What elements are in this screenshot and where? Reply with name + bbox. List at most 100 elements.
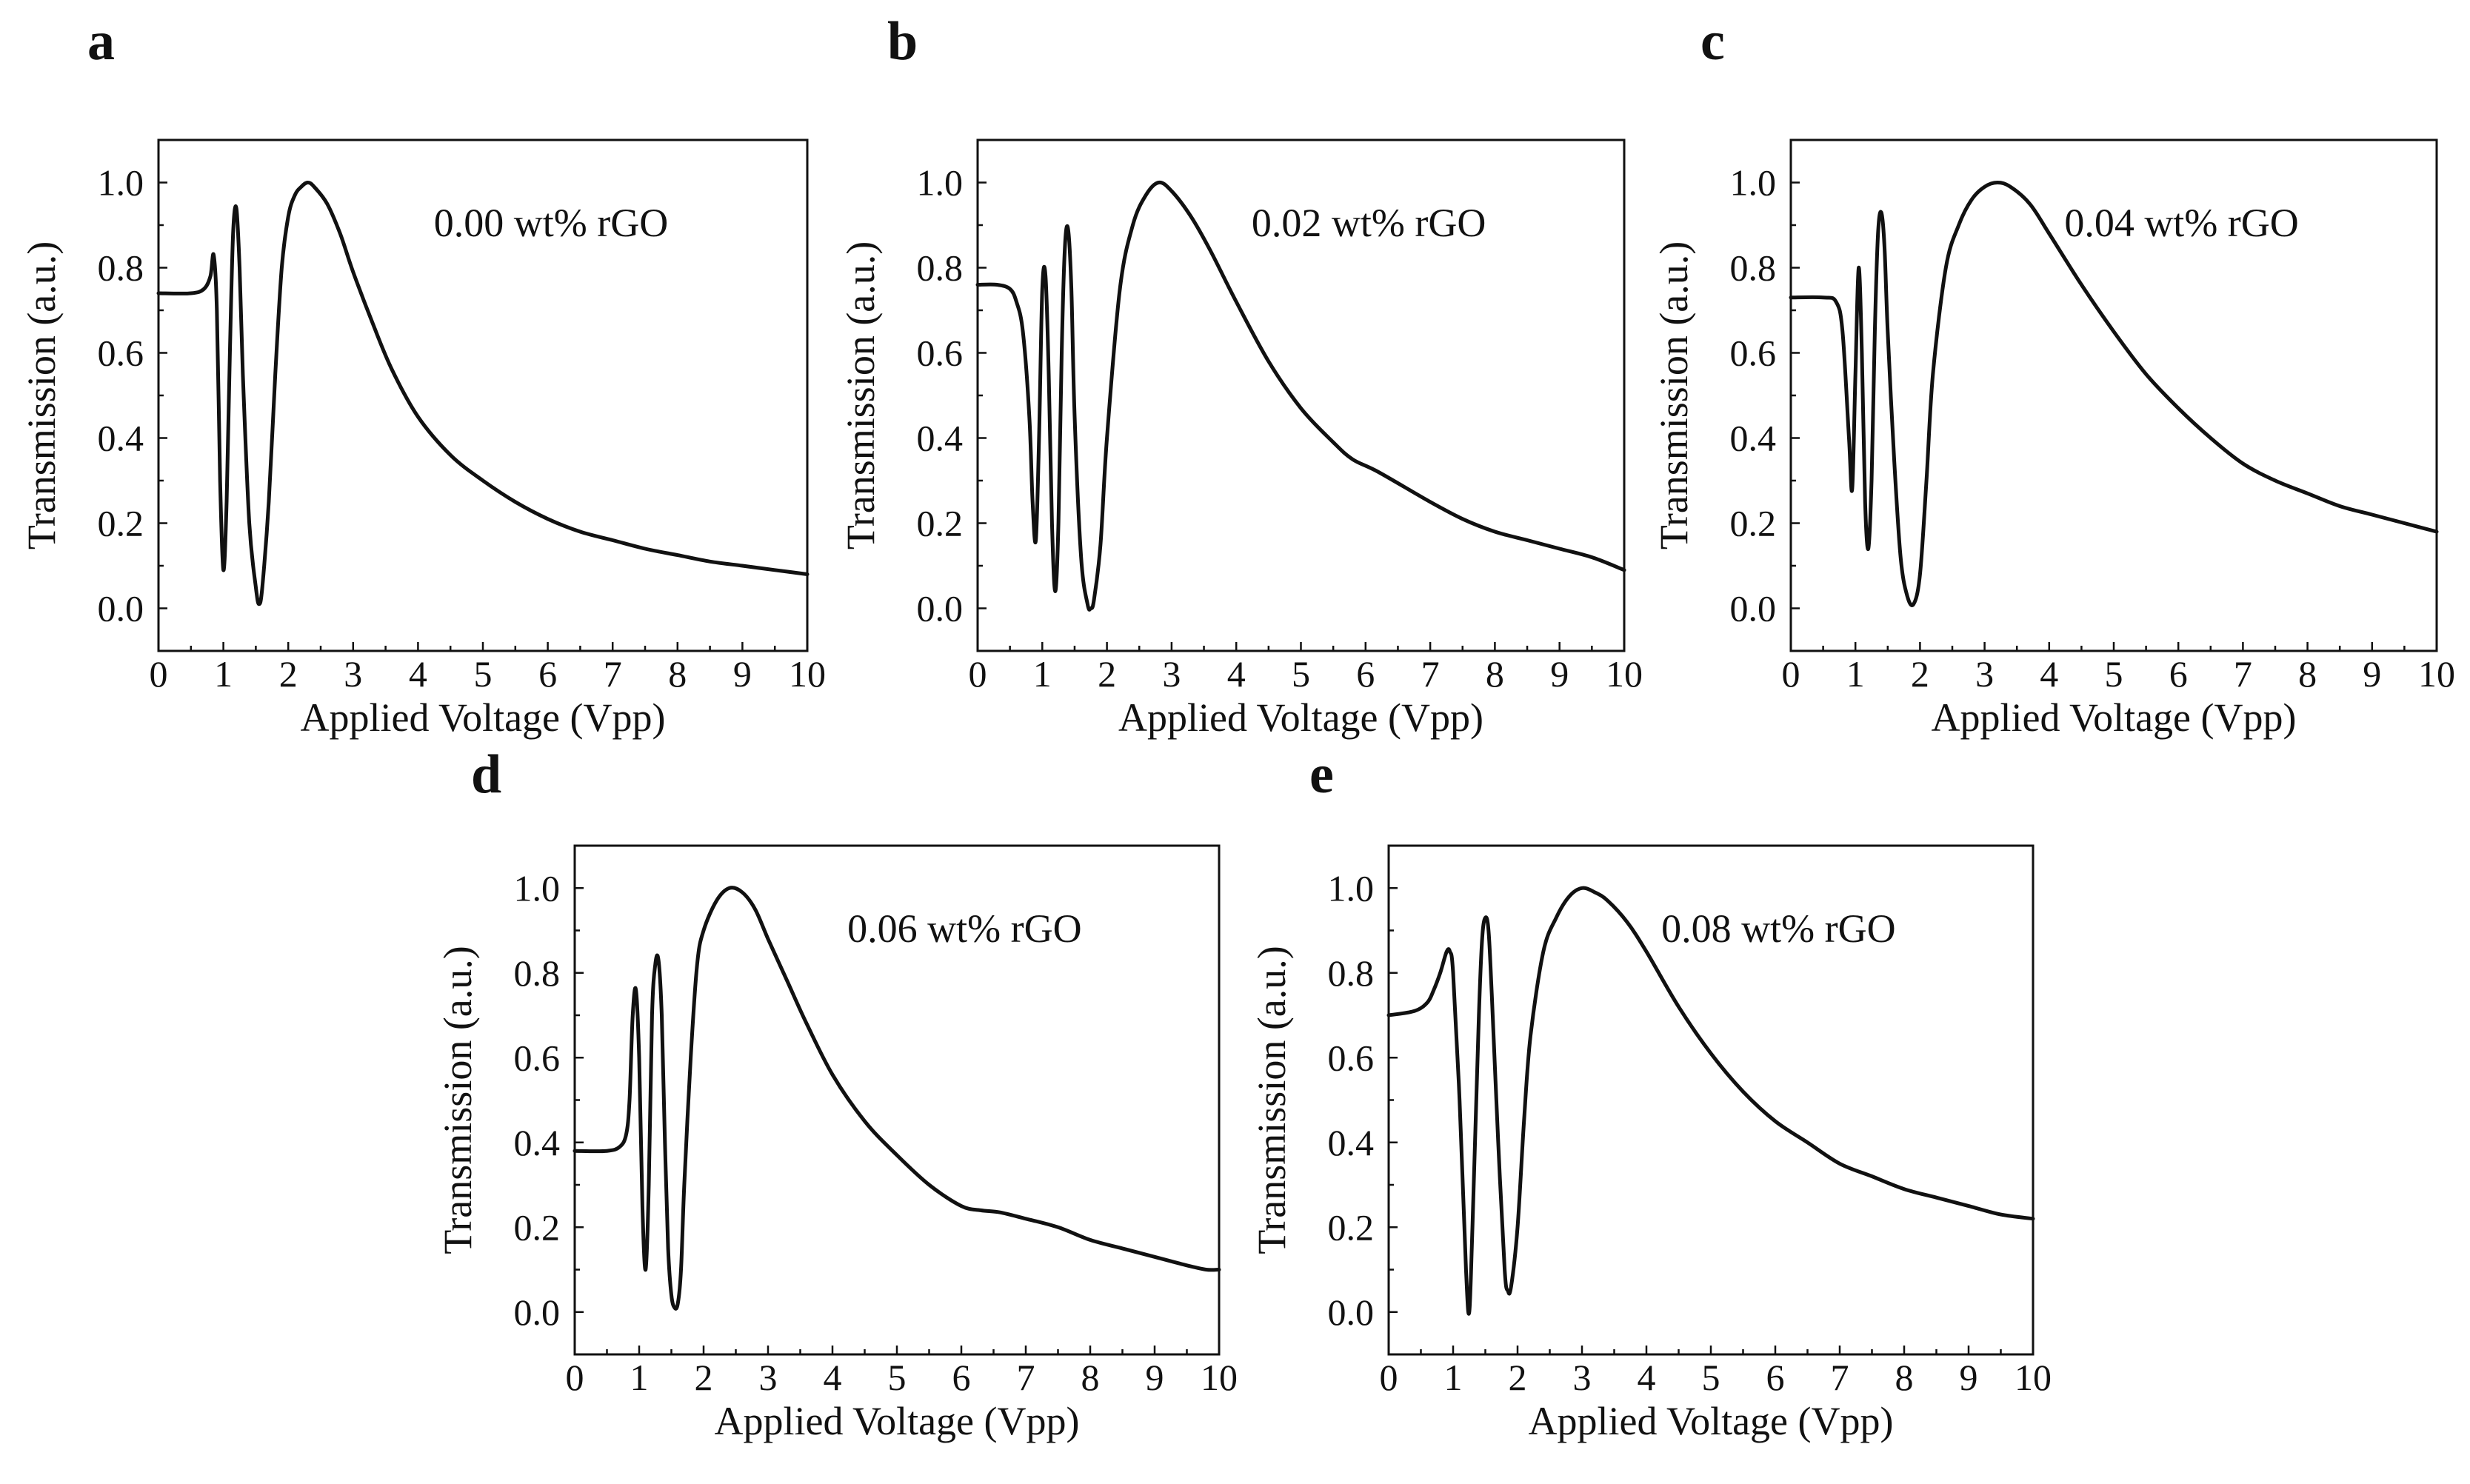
x-axis-title-b: Applied Voltage (Vpp) [1118, 695, 1483, 740]
y-tick-label-b: 1.0 [917, 162, 964, 204]
y-tick-label-c: 0.8 [1730, 247, 1777, 289]
y-tick-label-b: 0.4 [917, 418, 964, 459]
panel-letter-d: d [471, 744, 501, 805]
y-tick-label-a: 0.6 [98, 332, 144, 374]
y-tick-label-d: 0.6 [514, 1037, 561, 1078]
x-tick-label-a: 7 [604, 653, 622, 695]
x-tick-label-c: 7 [2234, 653, 2252, 695]
y-tick-label-a: 0.4 [98, 418, 144, 459]
x-tick-label-a: 4 [409, 653, 427, 695]
panel-letter-c: c [1700, 11, 1725, 72]
y-tick-label-e: 0.4 [1328, 1122, 1375, 1163]
x-tick-label-d: 0 [566, 1357, 584, 1398]
x-tick-label-e: 3 [1573, 1357, 1592, 1398]
x-tick-label-d: 7 [1017, 1357, 1035, 1398]
x-tick-label-b: 9 [1550, 653, 1569, 695]
x-axis-title-c: Applied Voltage (Vpp) [1932, 695, 2297, 740]
y-axis-title-b: Transmission (a.u.) [838, 241, 883, 550]
x-tick-label-b: 7 [1421, 653, 1440, 695]
x-tick-label-a: 6 [538, 653, 557, 695]
y-tick-label-c: 1.0 [1730, 162, 1777, 204]
x-tick-label-d: 3 [759, 1357, 778, 1398]
x-tick-label-e: 8 [1895, 1357, 1914, 1398]
panel-letter-a: a [87, 11, 115, 72]
x-tick-label-b: 3 [1162, 653, 1181, 695]
x-tick-label-a: 9 [733, 653, 752, 695]
x-tick-label-e: 4 [1638, 1357, 1656, 1398]
y-tick-label-b: 0.6 [917, 332, 964, 374]
y-tick-label-c: 0.2 [1730, 503, 1777, 544]
y-tick-label-b: 0.8 [917, 247, 964, 289]
y-tick-label-a: 0.8 [98, 247, 144, 289]
chart-panel-b: b 0 1 2 3 4 5 6 7 8 9 10 0.0 0.2 0.4 0.6 0.8 1.0 Applied V… [838, 11, 1643, 740]
x-axis-title-e: Applied Voltage (Vpp) [1529, 1399, 1894, 1443]
annotation-c: 0.04 wt% rGO [2064, 201, 2298, 245]
x-tick-label-a: 5 [474, 653, 493, 695]
chart-panel-e: e 0 1 2 3 4 5 6 7 8 9 10 0.0 0.2 0.4 0.6 0.8 1.0 Applied V… [1249, 744, 2052, 1443]
series-line-c [1789, 181, 2439, 607]
x-tick-label-b: 6 [1356, 653, 1375, 695]
x-tick-label-b: 4 [1227, 653, 1246, 695]
x-tick-label-a: 2 [279, 653, 298, 695]
x-tick-label-e: 10 [2015, 1357, 2052, 1398]
x-tick-label-d: 9 [1146, 1357, 1164, 1398]
y-tick-label-c: 0.6 [1730, 332, 1777, 374]
x-tick-label-e: 9 [1960, 1357, 1978, 1398]
x-tick-label-b: 5 [1292, 653, 1310, 695]
x-tick-label-e: 2 [1509, 1357, 1527, 1398]
x-tick-label-c: 0 [1782, 653, 1800, 695]
y-tick-label-e: 0.0 [1328, 1291, 1375, 1333]
x-tick-label-d: 1 [630, 1357, 649, 1398]
x-tick-label-b: 1 [1033, 653, 1052, 695]
annotation-a: 0.00 wt% rGO [434, 201, 668, 245]
x-tick-label-d: 2 [695, 1357, 713, 1398]
y-tick-label-c: 0.4 [1730, 418, 1777, 459]
x-tick-label-c: 10 [2418, 653, 2455, 695]
chart-panel-a: a 0 1 2 3 4 5 6 7 8 9 10 0.0 0.2 0.4 0.6 0.8 1.0 Applied V… [19, 11, 826, 740]
y-axis-title-d: Transmission (a.u.) [435, 946, 480, 1254]
x-tick-label-c: 2 [1911, 653, 1929, 695]
x-tick-label-e: 1 [1444, 1357, 1463, 1398]
y-tick-label-e: 0.8 [1328, 952, 1375, 994]
x-tick-label-e: 0 [1380, 1357, 1398, 1398]
x-tick-label-b: 2 [1098, 653, 1116, 695]
x-tick-label-b: 10 [1606, 653, 1643, 695]
x-tick-label-c: 3 [1975, 653, 1994, 695]
y-tick-label-d: 1.0 [514, 867, 561, 909]
x-tick-label-c: 1 [1846, 653, 1865, 695]
y-tick-label-b: 0.0 [917, 588, 964, 629]
y-axis-title-e: Transmission (a.u.) [1249, 946, 1294, 1254]
y-axis-title-a: Transmission (a.u.) [19, 241, 64, 550]
annotation-d: 0.06 wt% rGO [847, 906, 1081, 951]
x-axis-title-a: Applied Voltage (Vpp) [301, 695, 666, 740]
x-tick-label-c: 6 [2169, 653, 2188, 695]
y-tick-label-a: 0.0 [98, 588, 144, 629]
y-tick-label-d: 0.4 [514, 1122, 561, 1163]
x-tick-label-e: 5 [1702, 1357, 1720, 1398]
x-tick-label-d: 10 [1201, 1357, 1238, 1398]
y-tick-label-d: 0.0 [514, 1291, 561, 1333]
y-tick-label-e: 1.0 [1328, 867, 1375, 909]
annotation-b: 0.02 wt% rGO [1252, 201, 1486, 245]
y-tick-label-b: 0.2 [917, 503, 964, 544]
x-tick-label-a: 8 [668, 653, 687, 695]
y-tick-label-d: 0.8 [514, 952, 561, 994]
x-tick-label-c: 4 [2040, 653, 2058, 695]
x-tick-label-e: 6 [1766, 1357, 1785, 1398]
x-tick-label-a: 0 [150, 653, 168, 695]
annotation-e: 0.08 wt% rGO [1661, 906, 1895, 951]
x-tick-label-c: 5 [2105, 653, 2123, 695]
chart-panel-c: c 0 1 2 3 4 5 6 7 8 9 10 0.0 0.2 0.4 0.6 0.8 1.0 Applied V… [1652, 11, 2455, 740]
series-line-a [156, 181, 810, 606]
x-tick-label-a: 1 [214, 653, 233, 695]
y-tick-label-c: 0.0 [1730, 588, 1777, 629]
x-tick-label-b: 0 [969, 653, 987, 695]
panel-letter-e: e [1309, 744, 1334, 805]
x-axis-title-d: Applied Voltage (Vpp) [715, 1399, 1080, 1443]
x-tick-label-d: 4 [824, 1357, 842, 1398]
series-line-e [1386, 886, 2035, 1316]
x-tick-label-c: 9 [2363, 653, 2381, 695]
y-tick-label-e: 0.2 [1328, 1206, 1375, 1248]
y-tick-label-e: 0.6 [1328, 1037, 1375, 1078]
